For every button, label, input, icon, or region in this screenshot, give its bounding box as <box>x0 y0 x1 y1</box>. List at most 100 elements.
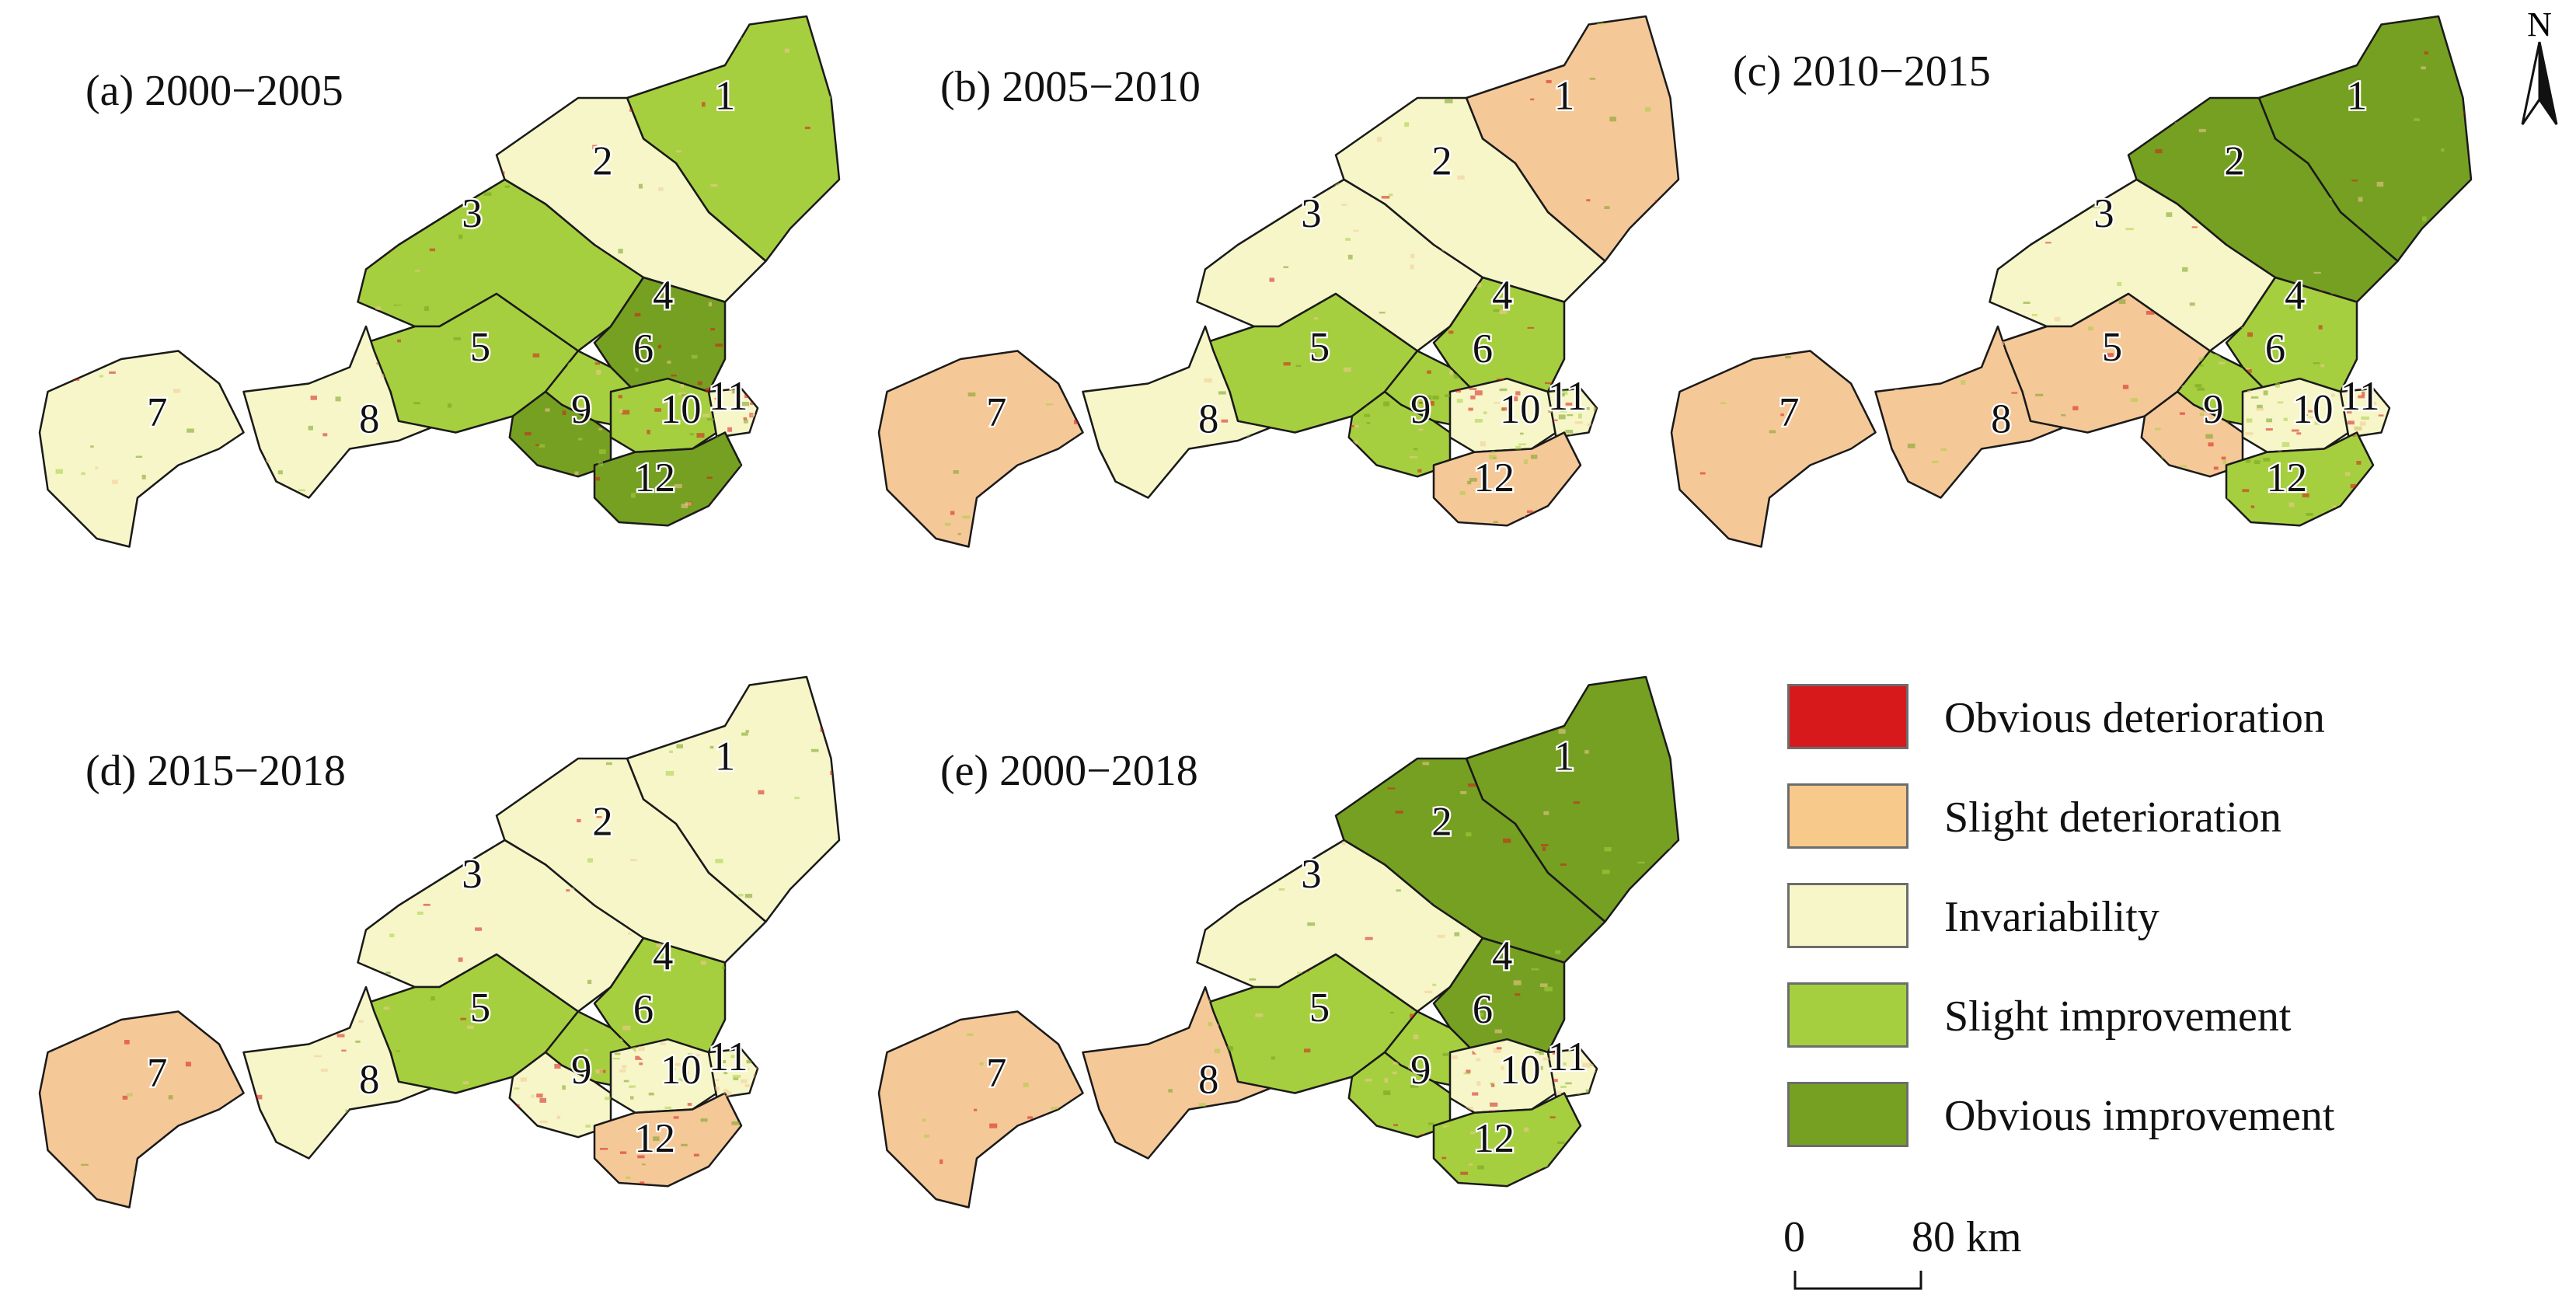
legend-item-slight-improvement: Slight improvement <box>1787 982 2487 1048</box>
region-label: 8 <box>1991 397 2011 442</box>
region-10 <box>2241 377 2350 453</box>
region-8 <box>242 325 433 499</box>
region-label: 7 <box>1779 390 1799 435</box>
region-label: 10 <box>2292 387 2333 432</box>
region-label: 5 <box>1309 325 1330 370</box>
region-11 <box>2339 387 2391 439</box>
region-label: 12 <box>1473 455 1514 501</box>
region-7 <box>38 350 245 548</box>
region-label: 4 <box>2285 273 2305 318</box>
north-arrow: N <box>2508 5 2571 131</box>
region-label: 2 <box>1431 139 1452 184</box>
region-12 <box>2225 431 2375 527</box>
region-label: 4 <box>1492 933 1512 978</box>
region-3 <box>357 178 645 352</box>
region-label: 9 <box>2203 387 2223 432</box>
region-3 <box>1196 178 1484 352</box>
region-label: 9 <box>571 387 591 432</box>
region-label: 1 <box>2347 74 2367 119</box>
region-label: 6 <box>1473 987 1493 1032</box>
legend-item-obvious-improvement: Obvious improvement <box>1787 1082 2487 1147</box>
map-panel-d: 1 2 3 4 5 6 7 8 9 10 11 12 (d) 2015−2018 <box>23 661 863 1220</box>
region-label: 1 <box>715 734 735 780</box>
region-label: 3 <box>2093 191 2114 236</box>
region-7 <box>1670 350 1877 548</box>
region-label: 6 <box>2265 326 2285 371</box>
region-7 <box>38 1010 245 1209</box>
scale-bar: 0 80 km <box>1764 1212 2075 1298</box>
region-label: 11 <box>709 1034 748 1080</box>
region-9 <box>508 1051 612 1139</box>
region-8 <box>1082 985 1272 1160</box>
region-3 <box>357 839 645 1013</box>
legend-item-obvious-deterioration: Obvious deterioration <box>1787 684 2487 749</box>
region-3 <box>1196 839 1484 1013</box>
region-label: 1 <box>1554 74 1574 119</box>
legend-swatch <box>1787 1082 1908 1147</box>
legend-label: Obvious improvement <box>1944 1092 2335 1140</box>
region-label: 4 <box>653 273 673 318</box>
region-label: 8 <box>1198 397 1218 442</box>
region-label: 8 <box>359 397 379 442</box>
region-label: 2 <box>1431 800 1452 845</box>
map-panel-a: 1 2 3 4 5 6 7 8 9 10 11 12 (a) 2000−2005 <box>23 0 863 560</box>
map-panel-e: 1 2 3 4 5 6 7 8 9 10 11 12 (e) 2000−2018 <box>863 661 1702 1220</box>
region-label: 7 <box>986 390 1006 435</box>
region-label: 10 <box>1500 1048 1540 1093</box>
scale-bar-line <box>1793 1271 1922 1290</box>
region-label: 12 <box>1473 1116 1514 1161</box>
region-label: 7 <box>147 1051 167 1096</box>
region-label: 9 <box>1410 387 1431 432</box>
north-arrow-icon: N <box>2521 5 2558 125</box>
region-12 <box>593 1092 743 1188</box>
region-label: 2 <box>592 139 612 184</box>
region-7 <box>877 1010 1084 1209</box>
region-label: 5 <box>1309 985 1330 1031</box>
region-12 <box>1432 431 1582 527</box>
region-label: 6 <box>633 326 654 371</box>
region-label: 11 <box>709 374 748 419</box>
region-label: 9 <box>571 1048 591 1093</box>
region-9 <box>2140 390 2244 478</box>
scale-left-label: 0 <box>1783 1213 1805 1261</box>
region-label: 4 <box>1492 273 1512 318</box>
region-label: 10 <box>661 387 701 432</box>
panel-title: (a) 2000−2005 <box>85 67 343 115</box>
region-texture <box>605 279 723 422</box>
region-label: 3 <box>1301 852 1321 897</box>
region-label: 6 <box>1473 326 1493 371</box>
region-label: 2 <box>592 800 612 845</box>
legend-swatch <box>1787 684 1908 749</box>
legend-swatch <box>1787 883 1908 948</box>
region-label: 2 <box>2224 139 2244 184</box>
legend-swatch <box>1787 783 1908 849</box>
map-panel-b: 1 2 3 4 5 6 7 8 9 10 11 12 (b) 2005−2010 <box>863 0 1702 560</box>
region-8 <box>1874 325 2065 499</box>
legend-item-slight-deterioration: Slight deterioration <box>1787 783 2487 849</box>
legend-label: Obvious deterioration <box>1944 694 2325 742</box>
region-texture <box>1455 379 1556 451</box>
region-label: 4 <box>653 933 673 978</box>
region-label: 7 <box>147 390 167 435</box>
region-label: 12 <box>634 1116 675 1161</box>
region-label: 5 <box>470 985 490 1031</box>
region-label: 6 <box>633 987 654 1032</box>
panel-title: (e) 2000−2018 <box>940 747 1198 795</box>
region-10 <box>1448 377 1557 453</box>
region-label: 8 <box>1198 1058 1218 1103</box>
region-label: 11 <box>1548 374 1588 419</box>
region-12 <box>593 431 743 527</box>
region-7 <box>877 350 1084 548</box>
region-11 <box>1546 387 1598 439</box>
region-texture <box>712 1055 758 1098</box>
region-label: 10 <box>661 1048 701 1093</box>
region-label: 12 <box>634 455 675 501</box>
region-label: 8 <box>359 1058 379 1103</box>
legend-label: Slight deterioration <box>1944 794 2281 842</box>
region-label: 7 <box>986 1051 1006 1096</box>
panel-title: (d) 2015−2018 <box>85 747 346 795</box>
